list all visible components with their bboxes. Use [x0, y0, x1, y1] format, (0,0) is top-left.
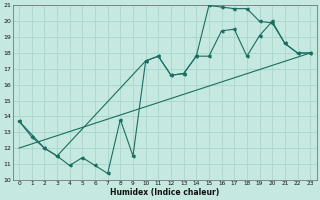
X-axis label: Humidex (Indice chaleur): Humidex (Indice chaleur): [110, 188, 219, 197]
